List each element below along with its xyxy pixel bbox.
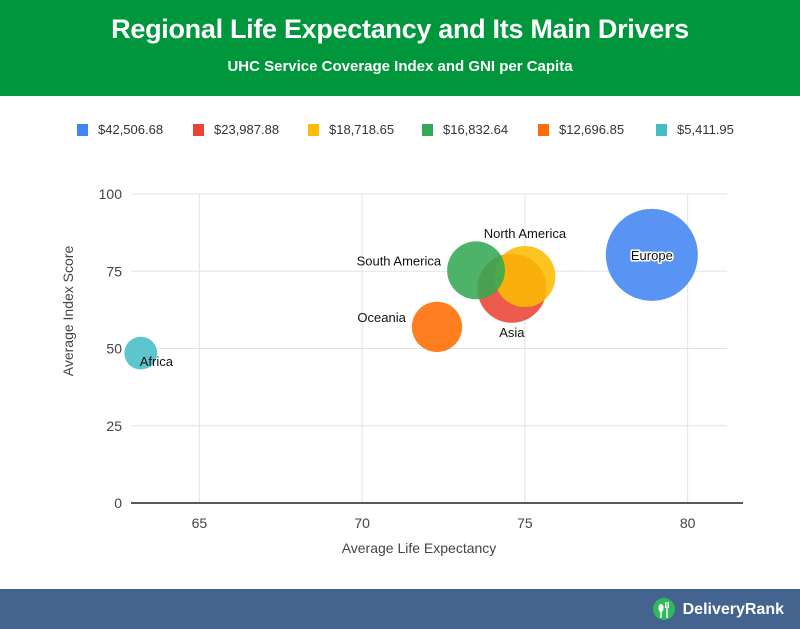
legend-item[interactable]: $18,718.65 [308,122,394,137]
y-tick-label: 0 [114,495,122,511]
legend: $42,506.68 $23,987.88 $18,718.65 $16,832.64… [0,122,800,140]
bubble-oceania [411,301,463,353]
legend-swatch [308,123,319,136]
bubble-label: South America [357,253,442,268]
y-tick-label: 100 [99,186,123,202]
legend-item[interactable]: $42,506.68 [77,122,163,137]
legend-swatch [656,123,667,136]
legend-item[interactable]: $5,411.95 [656,122,734,137]
legend-label: $18,718.65 [329,122,395,137]
x-tick-label: 65 [192,515,208,531]
fork-knife-pin-icon [652,598,675,620]
x-tick-label: 75 [517,515,533,531]
x-tick-label: 70 [354,515,370,531]
chart-header: Regional Life Expectancy and Its Main Dr… [0,0,800,96]
y-tick-label: 25 [106,418,122,434]
legend-swatch [193,123,204,136]
bubble-africa [124,336,158,370]
chart-title: Regional Life Expectancy and Its Main Dr… [111,14,689,44]
y-tick-label: 75 [106,263,122,279]
bubble-label: Europe [631,248,673,263]
bubble-europe [605,208,698,301]
bubble-label: Africa [140,354,174,369]
legend-label: $12,696.85 [559,122,625,137]
legend-label: $42,506.68 [98,122,164,137]
bubble-south-america [447,241,506,300]
legend-swatch [77,123,88,136]
legend-label: $16,832.64 [443,122,509,137]
legend-label: $5,411.95 [677,122,734,137]
bubble-chart: 0 25 50 75 100 65 70 75 80 Average Life Expectanc… [60,186,743,556]
footer-bar: DeliveryRank [0,589,800,629]
legend-label: $23,987.88 [214,122,280,137]
legend-item[interactable]: $16,832.64 [422,122,508,137]
bubble-label: Oceania [357,310,406,325]
y-axis-title: Average Index Score [60,246,76,377]
legend-swatch [538,123,549,136]
bubble-label: North America [484,226,567,241]
brand-logo[interactable]: DeliveryRank [651,597,784,623]
legend-item[interactable]: $12,696.85 [538,122,624,137]
brand-name: DeliveryRank [682,601,784,618]
x-tick-label: 80 [680,515,696,531]
legend-swatch [422,123,433,136]
x-axis-title: Average Life Expectancy [342,540,497,556]
y-tick-label: 50 [106,341,122,357]
bubble-north-america [494,245,556,308]
bubble-label: Asia [499,325,525,340]
chart-subtitle: UHC Service Coverage Index and GNI per C… [227,58,573,75]
legend-item[interactable]: $23,987.88 [193,122,279,137]
